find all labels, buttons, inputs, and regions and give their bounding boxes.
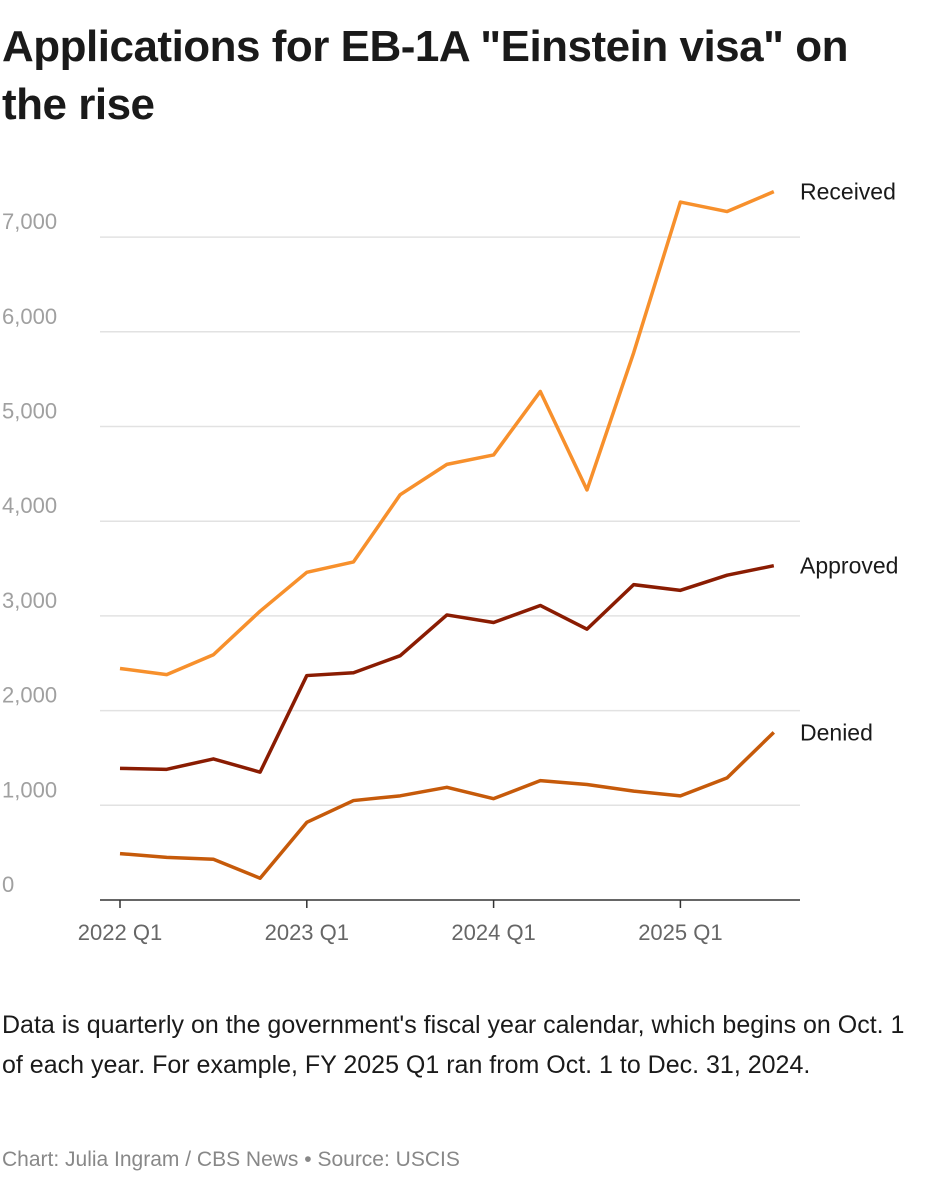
y-tick-label: 1,000 xyxy=(2,777,57,802)
chart-note: Data is quarterly on the government's fi… xyxy=(2,1011,905,1079)
x-tick-label: 2024 Q1 xyxy=(451,920,535,945)
chart-title: Applications for EB-1A "Einstein visa" o… xyxy=(2,22,848,129)
y-tick-label: 6,000 xyxy=(2,304,57,329)
x-tick-label: 2025 Q1 xyxy=(638,920,722,945)
y-tick-label: 5,000 xyxy=(2,399,57,424)
x-tick-label: 2023 Q1 xyxy=(265,920,349,945)
line-chart: 0 1,000 2,000 3,000 4,000 5,000 6,000 7,000 2022… xyxy=(2,179,898,945)
series-label-received: Received xyxy=(800,179,896,205)
y-tick-label: 3,000 xyxy=(2,588,57,613)
series-label-denied: Denied xyxy=(800,719,873,745)
series-line-received xyxy=(119,190,775,677)
y-tick-label: 0 xyxy=(2,872,14,897)
series-label-approved: Approved xyxy=(800,553,898,579)
y-tick-label: 7,000 xyxy=(2,209,57,234)
chart-credit: Chart: Julia Ingram / CBS News • Source:… xyxy=(2,1148,460,1171)
y-tick-label: 2,000 xyxy=(2,683,57,708)
x-tick-label: 2022 Q1 xyxy=(78,920,162,945)
y-tick-label: 4,000 xyxy=(2,493,57,518)
series-line-approved xyxy=(119,563,775,774)
